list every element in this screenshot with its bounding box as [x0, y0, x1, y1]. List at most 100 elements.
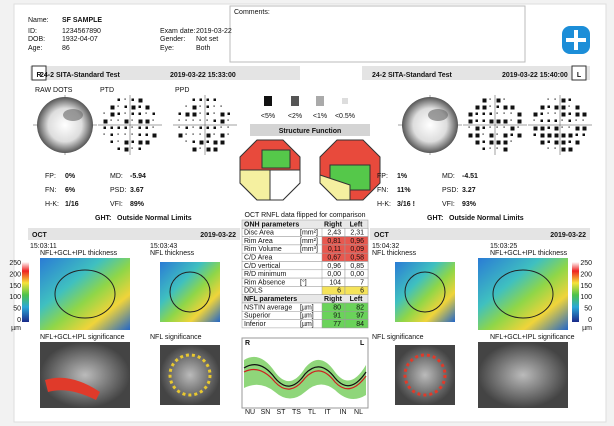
- dot: [124, 119, 129, 124]
- dot: [103, 126, 106, 129]
- dot: [517, 119, 522, 124]
- dot: [554, 140, 559, 145]
- dot: [503, 105, 508, 110]
- stat-label: H-K:: [45, 201, 59, 208]
- dot: [117, 105, 119, 107]
- dot: [547, 119, 550, 122]
- dot: [117, 126, 120, 129]
- dot: [145, 126, 148, 129]
- dot: [482, 112, 485, 115]
- dot: [503, 119, 508, 124]
- label: ID:: [28, 28, 37, 35]
- table-header-cell: Left: [350, 221, 364, 228]
- dot: [124, 105, 127, 108]
- table-cell: 0,00: [327, 271, 341, 278]
- dot: [547, 140, 550, 143]
- dot: [124, 133, 126, 135]
- stat-value: 89%: [130, 201, 145, 208]
- table-cell: 2,43: [327, 230, 341, 237]
- table-cell: 0,00: [350, 271, 364, 278]
- dot: [131, 112, 134, 115]
- dot: [540, 133, 545, 138]
- dot: [131, 119, 133, 121]
- dot: [131, 98, 134, 101]
- dot: [582, 112, 587, 117]
- dot: [206, 112, 209, 115]
- stat-value: 0%: [65, 173, 76, 180]
- dot: [213, 133, 215, 135]
- eye-box: [571, 65, 587, 81]
- table-cell: C/D Area: [244, 255, 273, 262]
- stat-label: MD:: [110, 173, 123, 180]
- dot: [117, 119, 119, 121]
- test-bar: [30, 66, 300, 80]
- dot: [192, 119, 194, 121]
- dot: [482, 140, 485, 143]
- dot: [131, 126, 133, 128]
- dot: [489, 119, 494, 124]
- dot: [575, 119, 577, 121]
- stat-label: FP:: [377, 173, 388, 180]
- dot: [540, 105, 545, 110]
- dot: [475, 119, 478, 122]
- raw-defect: [63, 109, 83, 121]
- map-label: NFL+GCL+IPL thickness: [490, 250, 568, 257]
- table-cell: Rim Volume: [244, 246, 282, 253]
- etdrs-grid: [54, 269, 116, 319]
- test-datetime: 2019-03-22 15:33:00: [170, 72, 236, 79]
- label: DOB:: [28, 36, 45, 43]
- table-cell-bg: [344, 286, 369, 295]
- dot: [582, 126, 587, 131]
- dot: [103, 119, 108, 124]
- dot: [206, 126, 209, 129]
- map-label: NFL significance: [150, 334, 202, 341]
- sector-label: NU: [245, 409, 255, 416]
- table-cell: 84: [356, 321, 364, 328]
- significance-blob: [45, 377, 100, 400]
- dot: [503, 133, 508, 138]
- dot: [213, 105, 215, 107]
- dot: [213, 98, 216, 101]
- stat-value: 3/16 !: [397, 201, 415, 208]
- table-unit: [µm]: [300, 321, 314, 328]
- table-cell: NSTIN average: [244, 304, 292, 311]
- dot: [489, 105, 491, 107]
- dot: [131, 133, 133, 135]
- dot: [178, 119, 180, 121]
- thickness-map: [395, 262, 455, 322]
- dot: [110, 112, 115, 117]
- dot: [568, 140, 571, 143]
- dot: [533, 119, 535, 121]
- dot: [533, 112, 538, 117]
- dot: [138, 98, 143, 103]
- test-datetime: 2019-03-22 15:40:00: [502, 72, 568, 79]
- dot: [117, 98, 120, 101]
- label: Eye:: [160, 45, 174, 52]
- stat-label: PSD:: [110, 187, 126, 194]
- dot: [192, 105, 197, 110]
- oct-date: 2019-03-22: [200, 232, 236, 239]
- dot: [554, 98, 556, 100]
- plot-label: PPD: [175, 87, 189, 94]
- dot: [468, 133, 473, 138]
- dot: [110, 133, 113, 136]
- dot: [185, 140, 187, 142]
- dot: [185, 112, 190, 117]
- table-cell: 7: [360, 279, 364, 286]
- dot: [489, 98, 491, 100]
- dot: [568, 147, 573, 152]
- dot: [561, 140, 566, 145]
- dot: [468, 112, 473, 117]
- dot: [582, 133, 585, 136]
- table-cell: 97: [356, 313, 364, 320]
- dot: [554, 147, 556, 149]
- dot: [554, 112, 556, 114]
- rnfl-profile: [243, 364, 367, 387]
- dot: [489, 126, 491, 128]
- table-header-cell: ONH parameters: [244, 221, 299, 228]
- dot: [227, 112, 230, 115]
- dot: [510, 105, 515, 110]
- dot: [117, 112, 120, 115]
- dot: [489, 133, 494, 138]
- dot: [227, 126, 229, 128]
